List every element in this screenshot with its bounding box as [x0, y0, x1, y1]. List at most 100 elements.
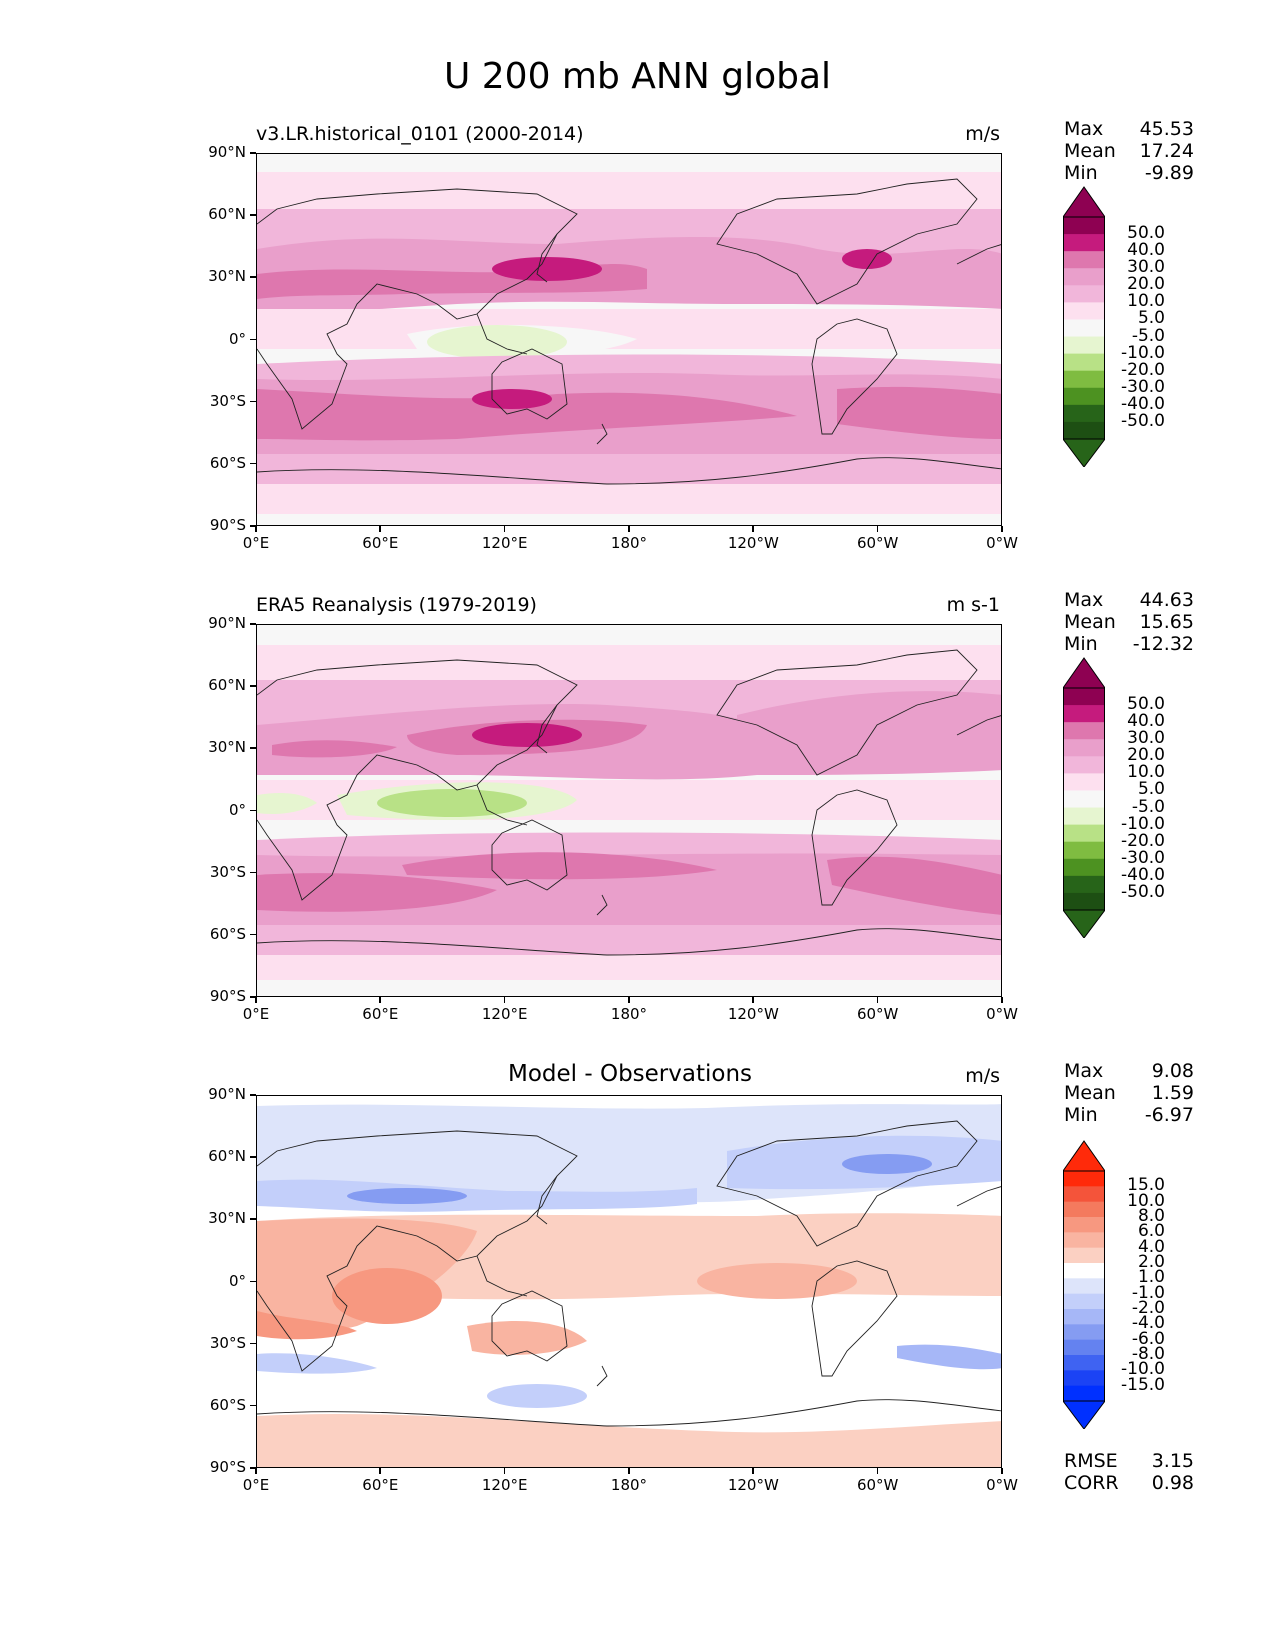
lon-label: 0°E — [242, 1005, 270, 1023]
jet-south-max — [472, 389, 552, 409]
colorbar-upper-extension — [1062, 1140, 1106, 1172]
colorbar-label: -2.0 — [1131, 1298, 1165, 1318]
lon-tick — [876, 997, 879, 1003]
lat-label: 90°N — [208, 614, 246, 632]
lon-tick — [1001, 526, 1003, 532]
lat-tick — [250, 338, 256, 340]
lon-tick — [876, 1468, 879, 1474]
lat-tick — [250, 1094, 256, 1096]
colorbar-segment — [1063, 234, 1105, 252]
lon-tick — [255, 997, 257, 1003]
colorbar-segment — [1063, 1309, 1105, 1325]
lon-label: 120°E — [481, 1005, 528, 1023]
jet-south-core — [257, 389, 797, 441]
lon-label: 0°W — [986, 534, 1018, 552]
band-antarctic — [257, 484, 1001, 514]
colorbar-label: -5.0 — [1131, 796, 1165, 817]
colorbar-segment — [1063, 268, 1105, 286]
colorbar-lower-extension — [1062, 909, 1106, 939]
jet-atlantic-max — [842, 249, 892, 269]
stat-label: Min — [1064, 162, 1098, 184]
colorbar-segment — [1063, 841, 1105, 860]
lat-tick — [250, 152, 256, 154]
panel-units: m s-1 — [946, 594, 1000, 616]
stats-box: Max 44.63 Mean 15.65 Min -12.32 — [1064, 589, 1194, 655]
colorbar-segment — [1063, 756, 1105, 774]
colorbar-segment — [1063, 1186, 1105, 1203]
jet-south-core-east — [827, 856, 1001, 915]
colorbar-label: -50.0 — [1121, 410, 1165, 431]
colorbar-lower-extension — [1062, 1400, 1106, 1430]
lon-label: 60°E — [362, 1005, 399, 1023]
lon-label: 180° — [610, 1476, 648, 1494]
colorbar-segment — [1063, 1201, 1105, 1218]
panel-test: v3.LR.historical_0101 (2000-2014) m/s Ma… — [0, 118, 1275, 588]
colorbar-segment — [1063, 1278, 1105, 1295]
colorbar-label: -8.0 — [1131, 1344, 1165, 1364]
lon-label: 60°W — [856, 1476, 899, 1494]
lon-tick — [255, 1468, 257, 1474]
colorbar-segment — [1063, 404, 1105, 423]
colorbar-label: 20.0 — [1127, 274, 1165, 295]
diff-south-pos-west — [257, 1311, 357, 1340]
panel-difference: Model - Observations m/s Max 9.08 Mean 1.5… — [0, 1060, 1275, 1530]
stat-label: RMSE — [1064, 1450, 1118, 1472]
figure-title: U 200 mb ANN global — [443, 56, 832, 97]
colorbar-segment — [1063, 858, 1105, 877]
lon-tick — [628, 997, 630, 1003]
colorbar-label: 40.0 — [1127, 240, 1165, 261]
stat-value: 17.24 — [1139, 140, 1194, 162]
colorbar-frame — [1063, 1170, 1105, 1402]
colorbar-segment — [1063, 1232, 1105, 1249]
colorbar-segment — [1063, 251, 1105, 269]
west-tropics — [257, 792, 317, 814]
colorbar-frame — [1063, 687, 1105, 911]
colorbar-segment — [1063, 302, 1105, 320]
lat-tick — [250, 525, 256, 527]
easterly-core — [377, 789, 527, 817]
stat-label: Mean — [1064, 1082, 1116, 1104]
stat-label: Max — [1064, 589, 1104, 611]
stat-value: 1.59 — [1151, 1082, 1194, 1104]
colorbar-label: -10.0 — [1121, 1359, 1165, 1380]
colorbar-segment — [1063, 739, 1105, 757]
lon-tick — [503, 997, 506, 1003]
stat-value: 15.65 — [1139, 611, 1194, 633]
diff-south-neg-east — [897, 1344, 1001, 1370]
stat-label: Mean — [1064, 611, 1116, 633]
lat-tick — [250, 685, 256, 687]
colorbar-label: -10.0 — [1121, 813, 1165, 834]
colorbar — [1062, 656, 1106, 942]
colorbar-label: -10.0 — [1121, 342, 1165, 363]
jet-south-east — [837, 386, 1001, 439]
colorbar-label: -40.0 — [1121, 393, 1165, 414]
diff-north-neg2 — [257, 1179, 697, 1212]
lon-label: 120°W — [727, 1005, 779, 1023]
lon-tick — [752, 526, 754, 532]
colorbar-segment — [1063, 1263, 1105, 1279]
lat-tick — [250, 1342, 256, 1345]
lat-label: 0° — [228, 1271, 246, 1290]
colorbar-segment — [1063, 790, 1105, 809]
lon-tick — [752, 1468, 754, 1474]
colorbar-segment — [1063, 387, 1105, 406]
lat-label: 0° — [228, 800, 246, 819]
lon-label: 120°E — [481, 1476, 528, 1494]
lon-tick — [255, 526, 257, 532]
lon-label: 180° — [610, 534, 648, 552]
colorbar-label: 10.0 — [1127, 1190, 1165, 1211]
lat-label: 90°S — [209, 987, 246, 1005]
lon-label: 120°W — [727, 534, 779, 552]
colorbar-label: -40.0 — [1121, 864, 1165, 885]
lat-tick — [250, 1218, 256, 1220]
jet-south-core-west — [257, 873, 497, 912]
lon-label: 60°W — [856, 1005, 899, 1023]
coastlines — [257, 1120, 1001, 1427]
lat-tick — [250, 1280, 256, 1282]
lat-label: 60°S — [209, 924, 246, 943]
lat-label: 30°N — [208, 738, 246, 757]
colorbar-label: -5.0 — [1131, 325, 1165, 346]
band-tropics — [257, 309, 1001, 349]
stat-label: CORR — [1064, 1472, 1119, 1494]
colorbar-segment — [1063, 319, 1105, 338]
